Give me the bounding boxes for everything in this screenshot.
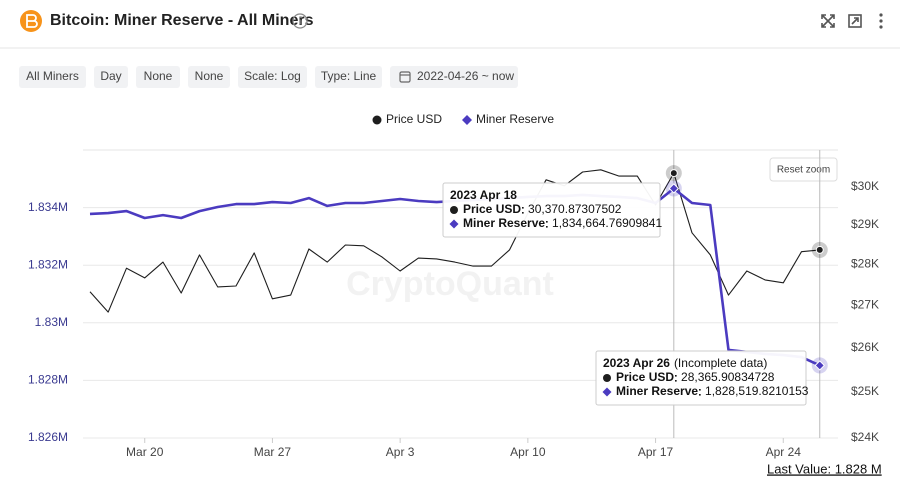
x-tick-label: Mar 27 xyxy=(254,445,292,459)
tooltip-marker xyxy=(602,387,612,397)
toolbar-label[interactable]: All Miners xyxy=(26,69,79,83)
tooltip-colon xyxy=(699,394,701,396)
tooltip-series-name: Miner Reserve xyxy=(616,384,698,398)
y-tick-label: 1.828M xyxy=(28,373,68,387)
reset-zoom-label[interactable]: Reset zoom xyxy=(777,165,830,176)
tooltip-colon xyxy=(522,212,524,214)
hover-marker xyxy=(814,360,825,371)
tooltip-series-name: Price USD xyxy=(463,202,521,216)
tooltip-colon xyxy=(546,226,548,228)
last-value: Last Value: 1.828 M xyxy=(767,461,882,476)
x-tick-label: Apr 3 xyxy=(386,445,415,459)
tooltip-note: (Incomplete data) xyxy=(674,356,767,370)
toolbar-label[interactable]: Scale: Log xyxy=(244,69,301,83)
tooltip-title: 2023 Apr 26 (Incomplete data) xyxy=(603,356,767,370)
legend-label: Miner Reserve xyxy=(476,112,554,126)
y2-tick-label: $25K xyxy=(851,384,879,398)
popout-icon[interactable] xyxy=(848,14,862,28)
tooltip-colon xyxy=(675,375,677,377)
tooltip-value: 1,828,519.8210153 xyxy=(705,384,809,398)
legend-marker xyxy=(372,115,382,125)
x-tick-label: Apr 17 xyxy=(638,445,674,459)
y2-tick-label: $24K xyxy=(851,430,879,444)
tooltip-series-name: Price USD xyxy=(616,370,674,384)
y2-tick-label: $27K xyxy=(851,298,879,312)
y2-tick-label: $29K xyxy=(851,217,879,231)
y2-tick-label: $26K xyxy=(851,340,879,354)
tooltip-colon xyxy=(699,389,701,391)
tooltip-value: 30,370.87307502 xyxy=(528,202,622,216)
toolbar-button[interactable] xyxy=(19,66,86,88)
hover-marker xyxy=(815,245,824,254)
hover-marker xyxy=(668,183,680,194)
tooltip-marker xyxy=(450,206,458,214)
tooltip-box xyxy=(442,182,661,238)
expand-icon[interactable] xyxy=(821,14,835,28)
tooltip-colon xyxy=(522,207,524,209)
tooltip-date: 2023 Apr 26 xyxy=(603,356,670,370)
y-tick-label: 1.83M xyxy=(35,315,68,329)
toolbar-label[interactable]: None xyxy=(195,69,224,83)
tooltip-colon xyxy=(675,380,677,382)
watermark: CryptoQuant xyxy=(346,265,554,303)
y2-tick-label: $30K xyxy=(851,179,879,193)
info-icon[interactable] xyxy=(292,13,308,29)
bitcoin-glyph xyxy=(26,14,38,28)
x-tick-label: Mar 20 xyxy=(126,445,164,459)
toolbar-button[interactable] xyxy=(94,66,128,88)
tooltip-series-name: Miner Reserve xyxy=(463,216,545,230)
tooltip-value: 1,834,664.76909841 xyxy=(552,216,662,230)
y2-tick-label: $28K xyxy=(851,257,879,271)
toolbar-label[interactable]: Day xyxy=(100,69,121,83)
toolbar-button[interactable] xyxy=(188,66,230,88)
tooltip-title: 2023 Apr 18 xyxy=(450,188,517,202)
page-title: Bitcoin: Miner Reserve - All Miners xyxy=(50,12,314,29)
tooltip-marker xyxy=(449,219,459,229)
y-tick-label: 1.826M xyxy=(28,430,68,444)
tooltip-value: 28,365.90834728 xyxy=(681,370,775,384)
x-tick-label: Apr 10 xyxy=(510,445,546,459)
info-icon-bar xyxy=(299,19,301,25)
legend-label: Price USD xyxy=(386,112,442,126)
tooltip-colon xyxy=(546,221,548,223)
toolbar-label[interactable]: Type: Line xyxy=(321,69,377,83)
y-tick-label: 1.834M xyxy=(28,200,68,214)
toolbar-label[interactable]: 2022-04-26 ~ now xyxy=(417,69,514,83)
info-icon-dot xyxy=(299,16,301,19)
y-tick-label: 1.832M xyxy=(28,257,68,271)
toolbar-button[interactable] xyxy=(390,66,518,88)
tooltip-marker xyxy=(603,374,611,382)
toolbar-button[interactable] xyxy=(136,66,180,88)
legend-marker xyxy=(462,115,472,125)
menu-icon[interactable] xyxy=(879,13,883,29)
x-tick-label: Apr 24 xyxy=(766,445,802,459)
toolbar-button[interactable] xyxy=(315,66,382,88)
toolbar-button[interactable] xyxy=(238,66,307,88)
series-line xyxy=(89,169,820,313)
hover-marker xyxy=(669,169,678,178)
calendar-icon xyxy=(399,71,411,83)
tooltip-date: 2023 Apr 18 xyxy=(450,188,517,202)
toolbar-label[interactable]: None xyxy=(144,69,173,83)
tooltip-box xyxy=(595,350,807,406)
